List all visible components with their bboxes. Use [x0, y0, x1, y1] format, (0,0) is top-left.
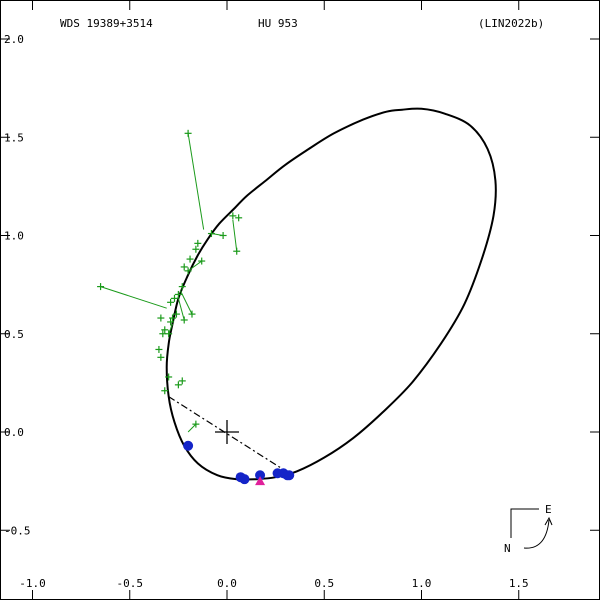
x-tick-label: -0.5	[117, 577, 144, 590]
green-measurement-point	[167, 298, 175, 306]
green-measurement-point	[235, 214, 243, 222]
green-measurement-point	[192, 420, 200, 428]
green-measurement-point	[174, 381, 182, 389]
y-tick-label: 2.0	[4, 33, 24, 46]
green-measurement-point	[169, 314, 177, 322]
green-measurement-point	[161, 387, 169, 395]
wds-id-label: WDS 19389+3514	[60, 17, 153, 30]
line-of-nodes	[168, 396, 290, 474]
green-measurement-point	[157, 353, 165, 361]
x-tick-label: 0.5	[314, 577, 334, 590]
residual-line	[168, 323, 174, 334]
green-measurement-point	[165, 373, 173, 381]
primary-star-marker	[215, 420, 239, 444]
green-measurement-point	[194, 239, 202, 247]
green-measurement-point	[207, 230, 215, 238]
green-measurement-point	[155, 345, 163, 353]
y-tick-label: -0.5	[4, 524, 31, 537]
blue-measurement-point	[183, 440, 194, 451]
green-measurement-point	[192, 245, 200, 253]
green-measurement-point	[167, 318, 175, 326]
green-measurement-point	[180, 263, 188, 271]
blue-measurement-point	[255, 470, 266, 481]
compass-east-label: E	[545, 503, 552, 516]
orbit-curve	[165, 107, 497, 481]
x-axis-ticks: -1.0 -0.5 0.0 0.5 1.0 1.5	[19, 1, 529, 599]
residual-line	[100, 286, 167, 309]
green-measurement-point	[170, 294, 178, 302]
y-tick-label: 0.0	[4, 426, 24, 439]
periastron-marker	[255, 476, 266, 486]
compass-axes	[510, 508, 539, 538]
residual-line	[187, 260, 203, 272]
compass: E N	[504, 503, 553, 555]
speckle-measurements	[183, 440, 295, 485]
green-measurement-point	[184, 129, 192, 137]
residual-lines	[100, 133, 238, 433]
residual-line	[232, 219, 238, 252]
green-measurement-point	[165, 330, 173, 338]
green-measurement-point	[219, 232, 227, 239]
green-measurement-point	[161, 326, 169, 334]
residual-line	[187, 423, 197, 433]
y-axis-ticks: 2.0 1.5 1.0 0.5 0.0 -0.5	[1, 33, 599, 537]
x-tick-label: 1.0	[412, 577, 432, 590]
compass-arrowhead	[544, 516, 553, 526]
residual-line	[179, 290, 193, 315]
micrometer-measurements	[97, 129, 243, 428]
green-measurement-point	[97, 283, 105, 291]
x-tick-label: 0.0	[217, 577, 237, 590]
green-measurement-point	[188, 310, 196, 318]
blue-measurement-point	[239, 474, 250, 485]
green-measurement-point	[184, 267, 192, 275]
green-measurement-point	[157, 314, 165, 322]
residual-line	[177, 298, 185, 321]
x-tick-label: -1.0	[19, 577, 46, 590]
green-measurement-point	[186, 255, 194, 263]
y-tick-label: 0.5	[4, 328, 24, 341]
compass-arrow-arc	[523, 519, 550, 549]
green-measurement-point	[178, 377, 186, 385]
blue-measurement-point	[284, 470, 295, 481]
green-measurement-point	[229, 212, 237, 220]
green-measurement-point	[178, 283, 186, 291]
y-tick-label: 1.5	[4, 131, 24, 144]
green-measurement-point	[159, 330, 167, 338]
discoverer-label: HU 953	[258, 17, 298, 30]
green-measurement-point	[172, 310, 180, 318]
reference-label: (LIN2022b)	[478, 17, 544, 30]
compass-north-label: N	[504, 542, 511, 555]
green-measurement-point	[180, 316, 188, 324]
x-tick-label: 1.5	[509, 577, 529, 590]
green-measurement-point	[233, 247, 241, 255]
green-measurement-point	[198, 257, 206, 265]
residual-line	[187, 133, 205, 230]
y-tick-label: 1.0	[4, 230, 24, 243]
green-measurement-point	[174, 290, 182, 298]
